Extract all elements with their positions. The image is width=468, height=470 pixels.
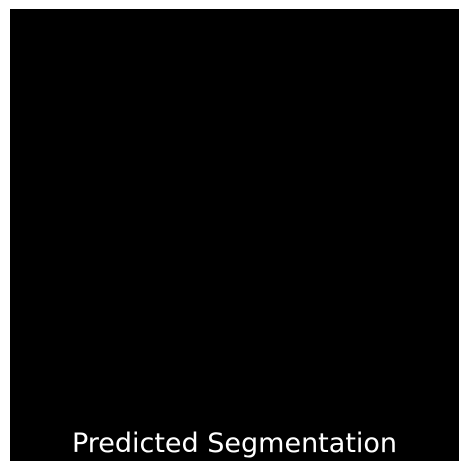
- figure-caption: Predicted Segmentation: [71, 428, 398, 459]
- predicted-segmentation-mask: Predicted Segmentation: [10, 9, 459, 461]
